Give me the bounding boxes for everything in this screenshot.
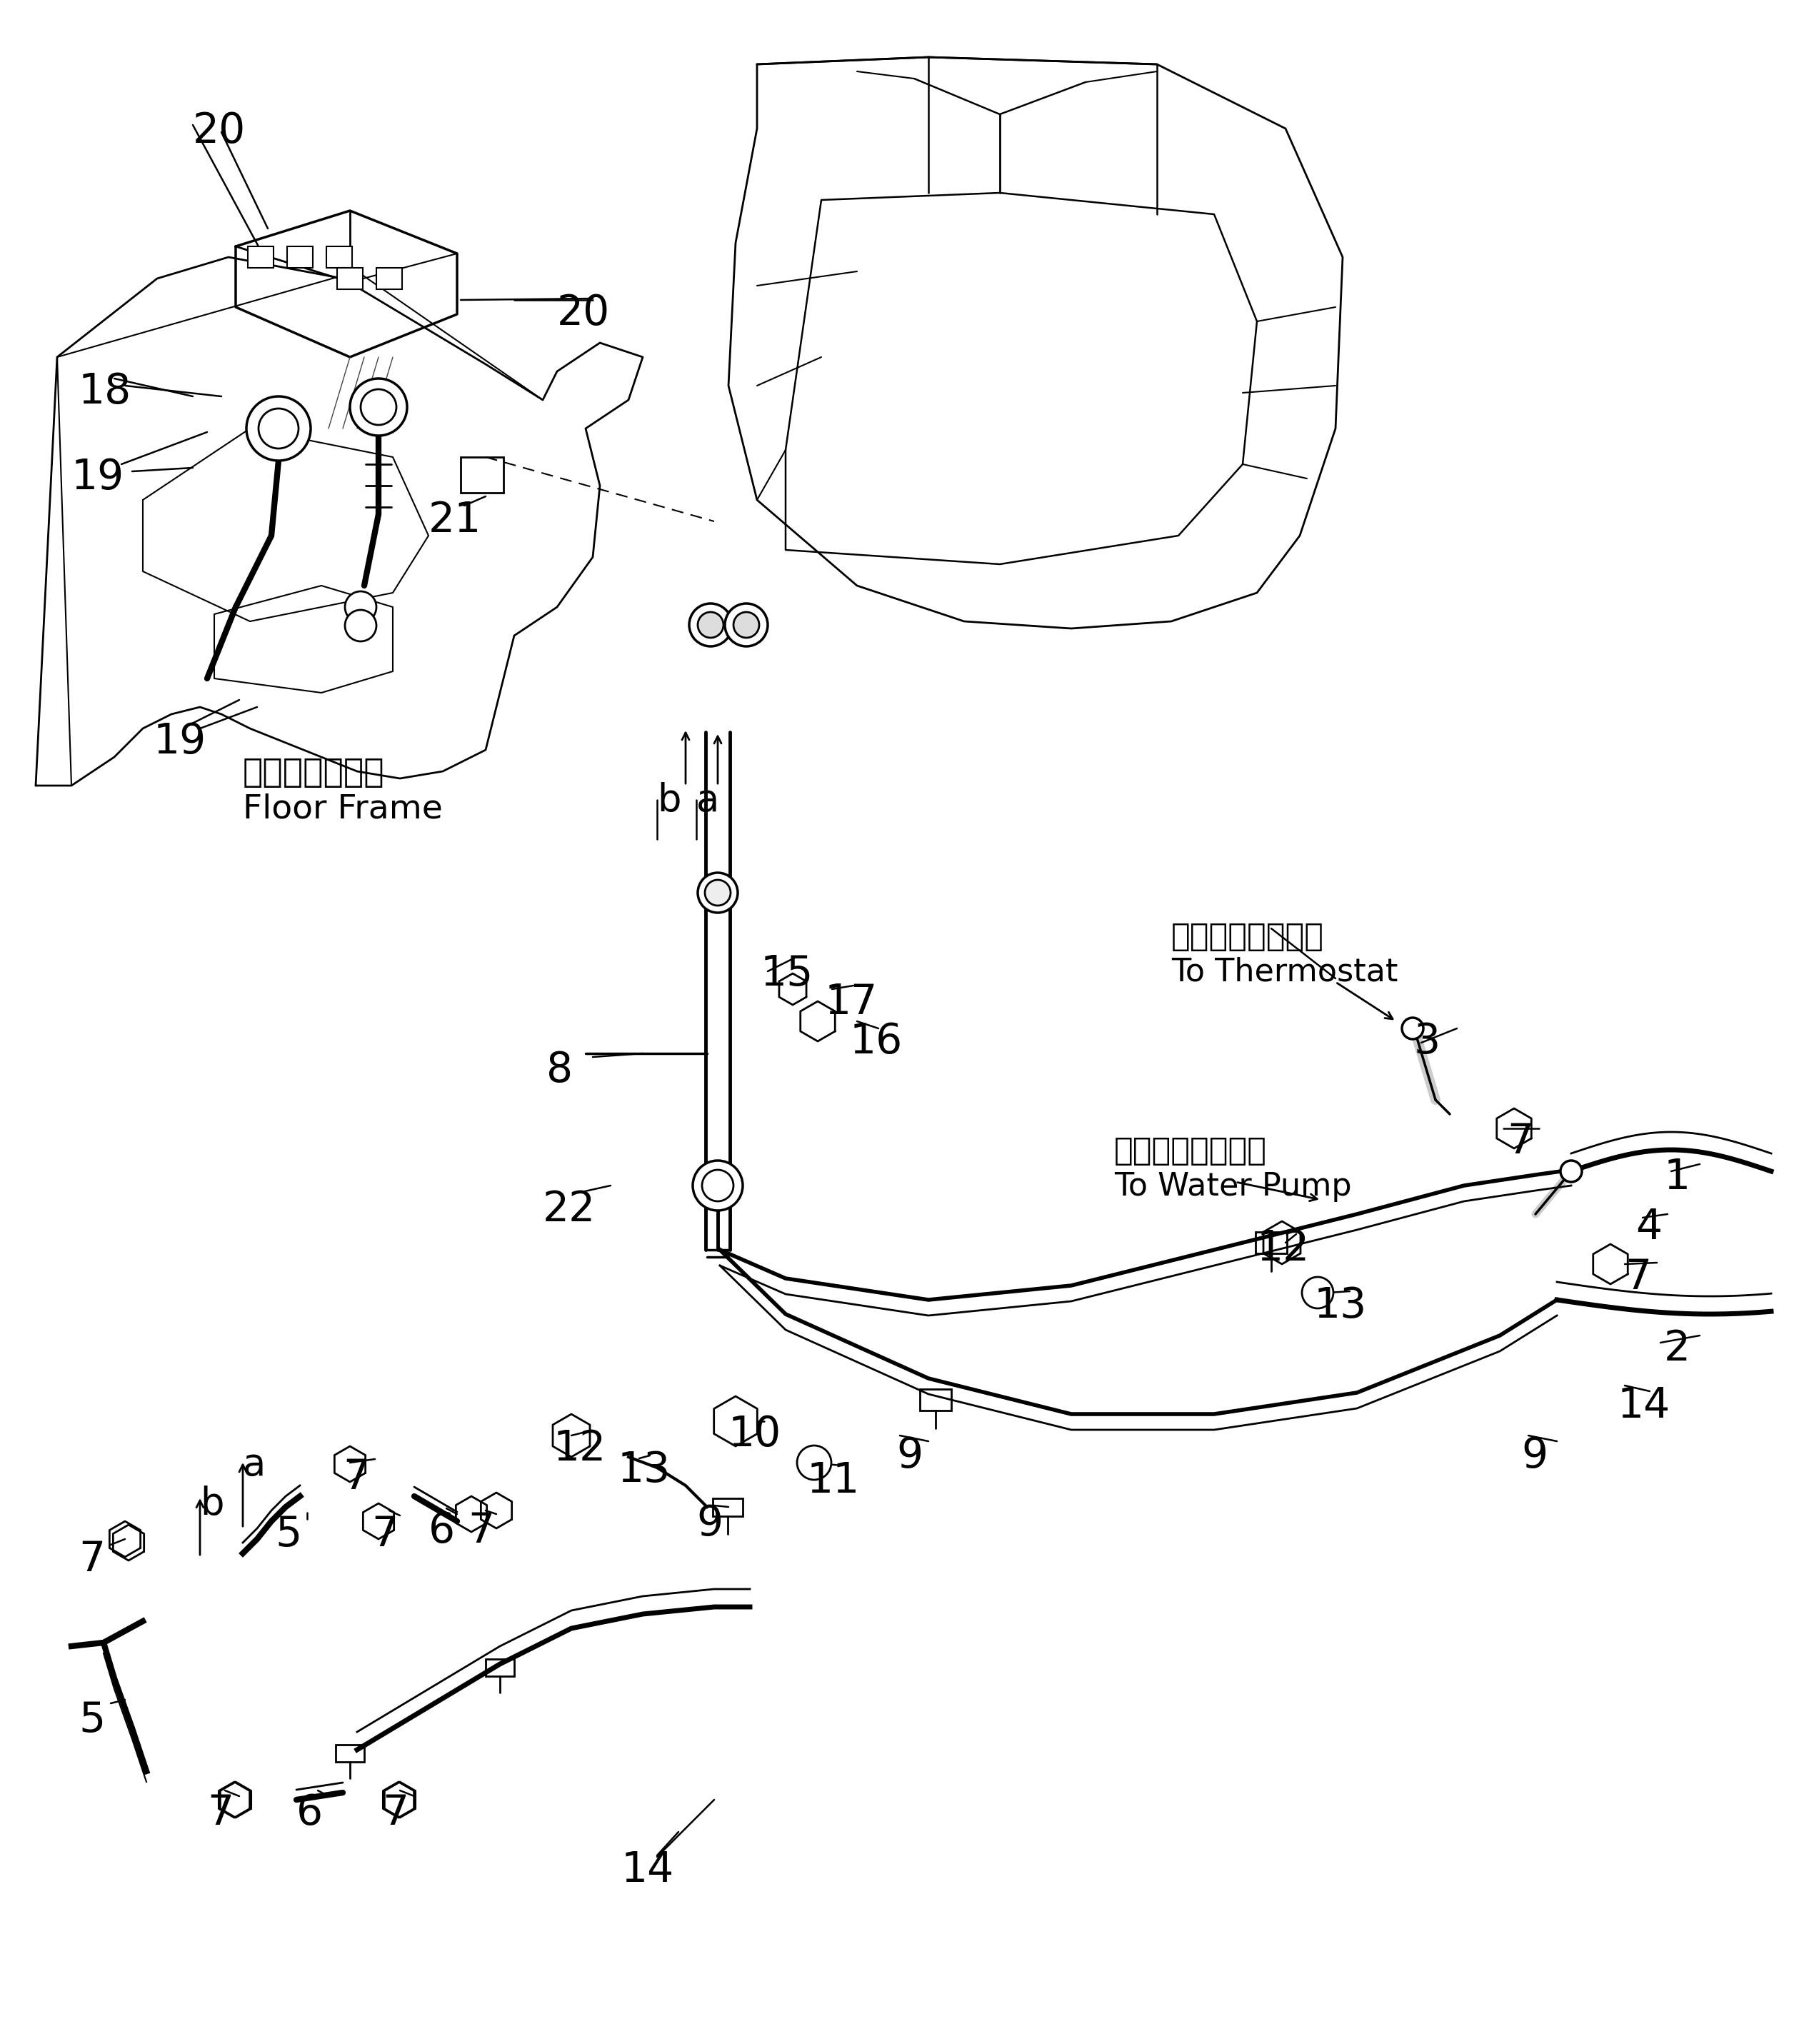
Text: 4: 4 xyxy=(1635,1206,1662,1247)
Bar xyxy=(461,458,504,493)
Text: 20: 20 xyxy=(558,292,610,333)
Text: 7: 7 xyxy=(371,1515,398,1555)
Text: 19: 19 xyxy=(153,722,207,762)
Circle shape xyxy=(698,611,723,638)
Circle shape xyxy=(693,1161,743,1210)
Circle shape xyxy=(1560,1161,1581,1181)
Circle shape xyxy=(345,609,376,642)
Bar xyxy=(288,247,313,268)
Text: 18: 18 xyxy=(79,372,131,413)
Circle shape xyxy=(734,611,759,638)
Bar xyxy=(1256,1233,1286,1253)
Text: 14: 14 xyxy=(1617,1386,1671,1427)
Text: b: b xyxy=(200,1486,223,1523)
Text: 21: 21 xyxy=(428,501,482,542)
Circle shape xyxy=(705,879,730,905)
Circle shape xyxy=(360,388,396,425)
Text: 12: 12 xyxy=(554,1429,606,1470)
Text: 17: 17 xyxy=(826,981,878,1022)
Text: 5: 5 xyxy=(275,1515,302,1555)
Text: 9: 9 xyxy=(696,1502,723,1543)
Text: 7: 7 xyxy=(381,1793,408,1833)
Bar xyxy=(326,247,353,268)
Text: 16: 16 xyxy=(849,1022,903,1063)
Text: 2: 2 xyxy=(1664,1329,1691,1369)
Circle shape xyxy=(1302,1278,1333,1308)
Circle shape xyxy=(1401,1018,1423,1038)
Text: 15: 15 xyxy=(761,953,813,993)
Text: 8: 8 xyxy=(547,1051,572,1091)
Circle shape xyxy=(345,591,376,623)
Text: a: a xyxy=(696,783,720,820)
Text: Floor Frame: Floor Frame xyxy=(243,793,443,826)
Circle shape xyxy=(246,397,311,460)
Text: 13: 13 xyxy=(1313,1286,1367,1327)
Text: 11: 11 xyxy=(808,1461,860,1500)
Circle shape xyxy=(259,409,299,448)
Text: 7: 7 xyxy=(79,1539,104,1580)
Circle shape xyxy=(689,603,732,646)
Text: 7: 7 xyxy=(344,1457,369,1498)
Circle shape xyxy=(797,1445,831,1480)
Text: 6: 6 xyxy=(428,1511,455,1551)
Text: 9: 9 xyxy=(896,1435,923,1476)
Text: 7: 7 xyxy=(468,1511,495,1551)
Bar xyxy=(712,1498,743,1517)
Text: 19: 19 xyxy=(72,458,124,499)
Circle shape xyxy=(351,378,407,435)
Text: To Water Pump: To Water Pump xyxy=(1114,1171,1351,1202)
Text: 6: 6 xyxy=(297,1793,322,1833)
Text: 1: 1 xyxy=(1664,1157,1691,1198)
Text: b: b xyxy=(657,783,682,820)
Text: 5: 5 xyxy=(79,1701,104,1741)
Text: 12: 12 xyxy=(1258,1228,1310,1269)
Text: To Thermostat: To Thermostat xyxy=(1171,957,1398,987)
Text: 9: 9 xyxy=(1522,1435,1547,1476)
Text: 7: 7 xyxy=(207,1793,234,1833)
Bar xyxy=(336,268,363,290)
Text: 20: 20 xyxy=(192,110,246,151)
Text: 13: 13 xyxy=(617,1449,671,1490)
Bar xyxy=(376,268,403,290)
Text: ウォータポンプへ: ウォータポンプへ xyxy=(1114,1136,1266,1167)
Circle shape xyxy=(725,603,768,646)
Bar xyxy=(336,1746,363,1762)
Text: フロアフレーム: フロアフレーム xyxy=(243,756,385,789)
Circle shape xyxy=(702,1169,734,1202)
Circle shape xyxy=(698,873,738,914)
Text: 3: 3 xyxy=(1414,1022,1441,1063)
Text: 22: 22 xyxy=(543,1190,595,1230)
Text: 7: 7 xyxy=(1508,1122,1533,1161)
Text: 14: 14 xyxy=(621,1850,675,1891)
Text: サーモスタットへ: サーモスタットへ xyxy=(1171,922,1324,953)
Text: 10: 10 xyxy=(729,1414,781,1455)
Bar xyxy=(919,1390,952,1410)
Text: 7: 7 xyxy=(1624,1257,1651,1298)
Bar xyxy=(248,247,273,268)
Bar xyxy=(486,1660,515,1676)
Text: a: a xyxy=(243,1447,266,1484)
